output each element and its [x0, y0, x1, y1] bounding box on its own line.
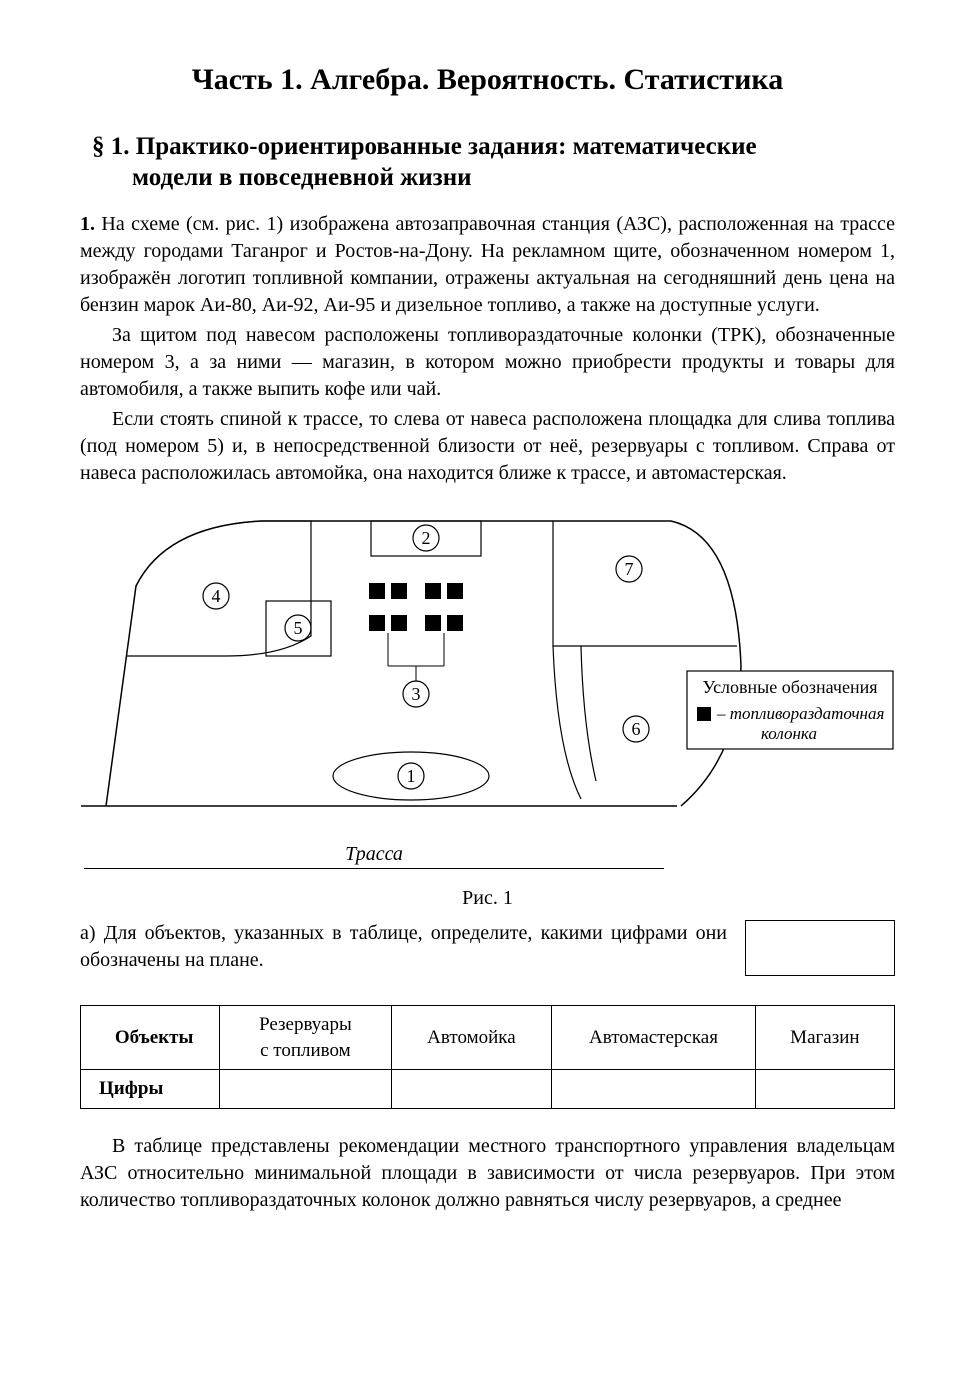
td-answer-0[interactable] — [220, 1070, 391, 1109]
th-col-1: Автомойка — [391, 1006, 552, 1070]
objects-table: Объекты Резервуары с топливом Автомойка … — [80, 1005, 895, 1109]
th-objects: Объекты — [81, 1006, 220, 1070]
zone-6-inner — [581, 646, 596, 781]
paragraph-1-text: На схеме (см. рис. 1) изображена автозап… — [80, 213, 895, 316]
zone-7 — [553, 521, 737, 646]
main-heading: Часть 1. Алгебра. Вероятность. Статистик… — [80, 60, 895, 101]
marker-4-label: 4 — [211, 586, 220, 606]
marker-6-label: 6 — [631, 719, 640, 739]
site-boundary — [106, 521, 741, 806]
paragraph-1: 1. На схеме (см. рис. 1) изображена авто… — [80, 211, 895, 319]
marker-7-label: 7 — [624, 559, 633, 579]
td-answer-3[interactable] — [755, 1070, 894, 1109]
azs-diagram: 4 5 2 3 7 — [81, 501, 895, 841]
paragraph-4: В таблице представлены рекомендации мест… — [80, 1133, 895, 1214]
marker-1-label: 1 — [406, 766, 415, 786]
section-heading-line1: § 1. Практико-ориентированные задания: м… — [92, 133, 757, 160]
th-col-0: Резервуары с топливом — [220, 1006, 391, 1070]
td-answer-1[interactable] — [391, 1070, 552, 1109]
marker-2-label: 2 — [421, 528, 430, 548]
legend-title: Условные обозначения — [702, 677, 877, 697]
question-a-row: а) Для объектов, указанных в таблице, оп… — [80, 920, 895, 977]
task-number: 1. — [80, 213, 95, 235]
question-a-text: а) Для объектов, указанных в таблице, оп… — [80, 920, 727, 974]
paragraph-2: За щитом под навесом расположены топливо… — [80, 322, 895, 403]
road-underline — [84, 868, 664, 869]
section-heading: § 1. Практико-ориентированные задания: м… — [80, 131, 895, 194]
fuel-pumps — [369, 583, 463, 631]
figure-caption: Рис. 1 — [80, 885, 895, 912]
table-answer-row: Цифры — [81, 1070, 895, 1109]
marker-5-label: 5 — [293, 618, 302, 638]
th-col-2: Автомастерская — [552, 1006, 756, 1070]
legend-pump-icon — [697, 707, 711, 721]
answer-box-a[interactable] — [745, 920, 895, 976]
zone-6-left — [553, 646, 581, 799]
road-label: Трасса — [84, 841, 664, 868]
paragraph-3: Если стоять спиной к трассе, то слева от… — [80, 406, 895, 487]
table-header-row: Объекты Резервуары с топливом Автомойка … — [81, 1006, 895, 1070]
td-answer-2[interactable] — [552, 1070, 756, 1109]
marker-3-label: 3 — [411, 684, 420, 704]
figure-1: 4 5 2 3 7 — [80, 501, 895, 869]
th-col-3: Магазин — [755, 1006, 894, 1070]
td-cifry-label: Цифры — [81, 1070, 220, 1109]
section-heading-line2: модели в повседневной жизни — [92, 162, 895, 193]
legend-item-text: – топливораздаточная — [716, 704, 884, 723]
legend-item-text2: колонка — [761, 724, 817, 743]
